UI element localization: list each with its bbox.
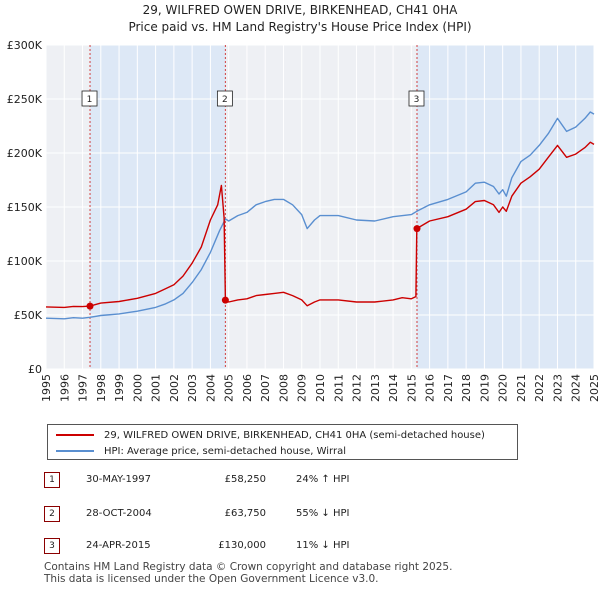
sale-number-badge: 1: [44, 472, 60, 488]
sale-point: [86, 302, 94, 310]
sale-label: 3: [414, 95, 420, 105]
x-tick-label: 2004: [204, 374, 217, 402]
y-tick-label: £100K: [7, 255, 43, 268]
sale-number-badge: 3: [44, 538, 60, 554]
sale-hpi-change: 24% ↑ HPI: [296, 474, 350, 485]
sale-price: £58,250: [224, 474, 266, 485]
x-tick-label: 2016: [424, 374, 437, 402]
x-tick-label: 2022: [533, 374, 546, 402]
footer-license: This data is licensed under the Open Gov…: [44, 573, 379, 585]
sale-date: 24-APR-2015: [86, 540, 151, 551]
x-tick-label: 2019: [478, 374, 491, 402]
x-tick-label: 2011: [332, 374, 345, 402]
y-tick-label: £250K: [7, 93, 43, 106]
chart-title-line1: 29, WILFRED OWEN DRIVE, BIRKENHEAD, CH41…: [142, 3, 458, 17]
x-tick-label: 2024: [570, 374, 583, 402]
x-tick-label: 2003: [186, 374, 199, 402]
sale-hpi-change: 11% ↓ HPI: [296, 540, 350, 551]
footer-copyright: Contains HM Land Registry data © Crown c…: [44, 561, 453, 573]
x-tick-label: 2005: [223, 374, 236, 402]
sale-label-box: [216, 90, 233, 107]
x-tick-label: 2020: [497, 374, 510, 402]
sale-point: [413, 225, 421, 233]
legend-swatch-hpi: [56, 450, 94, 452]
x-tick-label: 2001: [150, 374, 163, 402]
price-paid-line: [45, 141, 595, 309]
y-tick-label: £150K: [7, 201, 43, 214]
sale-label: 2: [222, 95, 228, 105]
sale-label-box: [408, 90, 425, 107]
sale-hpi-change: 55% ↓ HPI: [296, 508, 350, 519]
sale-price: £130,000: [218, 540, 266, 551]
footer: Contains HM Land Registry data © Crown c…: [44, 561, 452, 585]
x-tick-label: 1995: [40, 374, 53, 402]
x-tick-label: 2009: [296, 374, 309, 402]
x-tick-label: 2008: [277, 374, 290, 402]
x-tick-label: 1998: [95, 374, 108, 402]
x-tick-label: 2012: [351, 374, 364, 402]
sale-point: [221, 296, 229, 304]
legend-item-hpi: HPI: Average price, semi-detached house,…: [56, 443, 346, 459]
x-tick-label: 2002: [168, 374, 181, 402]
x-tick-label: 1999: [113, 374, 126, 402]
chart-title-line2: Price paid vs. HM Land Registry's House …: [128, 20, 472, 34]
x-tick-label: 2023: [551, 374, 564, 402]
table-row: 2 28-OCT-2004 £63,750 55% ↓ HPI: [44, 506, 444, 524]
legend-item-price: 29, WILFRED OWEN DRIVE, BIRKENHEAD, CH41…: [56, 427, 485, 443]
y-tick-label: £50K: [14, 309, 43, 322]
y-tick-label: £300K: [7, 39, 43, 52]
legend-label-price: 29, WILFRED OWEN DRIVE, BIRKENHEAD, CH41…: [104, 429, 485, 441]
legend-label-hpi: HPI: Average price, semi-detached house,…: [104, 445, 347, 457]
x-tick-label: 2025: [588, 374, 600, 402]
x-tick-label: 2000: [131, 374, 144, 402]
x-tick-label: 1996: [58, 374, 71, 402]
sale-label: 1: [87, 95, 93, 105]
x-tick-label: 2010: [314, 374, 327, 402]
sale-date: 30-MAY-1997: [86, 474, 152, 485]
table-row: 1 30-MAY-1997 £58,250 24% ↑ HPI: [44, 472, 444, 490]
legend-swatch-price: [56, 434, 94, 436]
x-tick-label: 2017: [442, 374, 455, 402]
sale-number-badge: 2: [44, 506, 60, 522]
sale-label-box: [81, 90, 98, 107]
x-tick-label: 2013: [369, 374, 382, 402]
hpi-line: [45, 111, 595, 320]
x-tick-label: 2006: [241, 374, 254, 402]
x-tick-label: 2014: [387, 374, 400, 402]
sale-price: £63,750: [224, 508, 266, 519]
x-tick-label: 2021: [515, 374, 528, 402]
y-tick-label: £0: [28, 363, 42, 376]
table-row: 3 24-APR-2015 £130,000 11% ↓ HPI: [44, 538, 444, 556]
x-tick-label: 2015: [405, 374, 418, 402]
chart-title: 29, WILFRED OWEN DRIVE, BIRKENHEAD, CH41…: [0, 2, 600, 36]
chart-legend: 29, WILFRED OWEN DRIVE, BIRKENHEAD, CH41…: [47, 424, 518, 460]
x-tick-label: 2007: [259, 374, 272, 402]
price-chart: 1 2 3 £0 £50K £100K £150K £200K £250K £300K 1995 19…: [7, 39, 600, 402]
y-tick-label: £200K: [7, 147, 43, 160]
x-tick-label: 2018: [460, 374, 473, 402]
sale-date: 28-OCT-2004: [86, 508, 152, 519]
x-tick-label: 1997: [77, 374, 90, 402]
